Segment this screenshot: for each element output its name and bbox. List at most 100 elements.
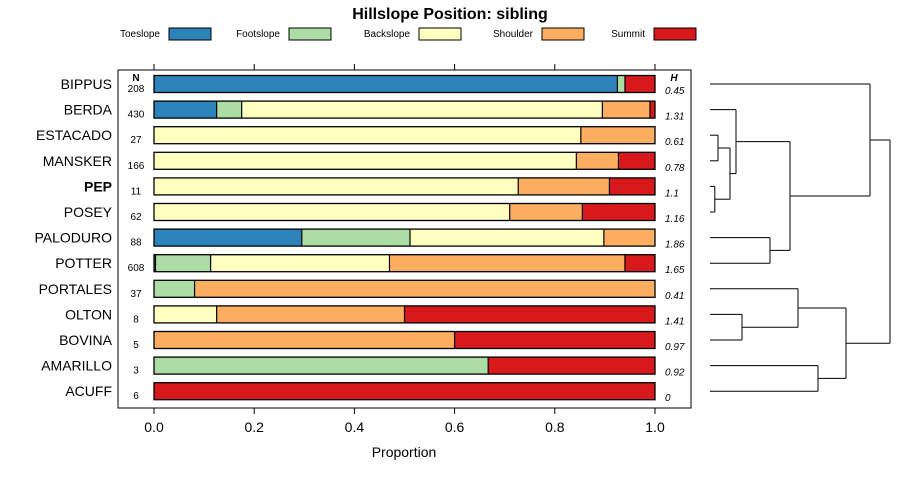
row-h-value: 0.78: [665, 163, 685, 174]
plot-frame: [117, 69, 692, 409]
row-h-value: 1.1: [665, 188, 679, 199]
row-n-value: 88: [130, 238, 142, 249]
bar-segment: [154, 331, 455, 349]
bar-outline: [153, 254, 656, 273]
bar-segment: [580, 126, 655, 144]
bar-segment: [603, 229, 655, 247]
dendrogram: [710, 83, 891, 392]
legend-label: Shoulder: [493, 29, 534, 40]
bar-segment: [454, 331, 655, 349]
legend-label: Footslope: [236, 29, 280, 40]
bar-segment: [301, 229, 411, 247]
bar-segment: [154, 177, 519, 195]
bar-outline: [153, 279, 656, 298]
x-axis: 0.0 0.2 0.4 0.6 0.8 1.0: [144, 408, 665, 435]
row-n-value: 8: [133, 314, 139, 325]
row-n-value: 430: [128, 110, 145, 121]
row-h-value: 0.97: [665, 342, 685, 353]
row-n-value: 62: [130, 212, 142, 223]
bar-segment: [154, 229, 302, 247]
bar-segment: [509, 203, 583, 221]
row-label: PEP: [84, 178, 112, 194]
bar-segment: [618, 152, 655, 170]
bar-segment: [389, 254, 625, 272]
bar-segment: [154, 101, 217, 119]
bar-segment: [154, 152, 577, 170]
row-n-value: 5: [133, 340, 139, 351]
bar-segment: [154, 254, 156, 272]
bar-segment: [154, 357, 489, 375]
bar-segment: [210, 254, 390, 272]
row-label: AMARILLO: [41, 358, 112, 374]
row-label: PORTALES: [39, 281, 112, 297]
bar-outline: [153, 100, 656, 119]
x-tick-label: 0.8: [545, 419, 565, 435]
bar-segment: [216, 101, 242, 119]
x-tick-label: 0.6: [445, 419, 465, 435]
bar-segment: [404, 305, 655, 323]
x-tick-label: 1.0: [645, 419, 665, 435]
x-tick-label: 0.0: [144, 419, 164, 435]
row-label: POTTER: [55, 255, 112, 271]
row-label: PALODURO: [34, 230, 112, 246]
row-label: MANSKER: [43, 153, 112, 169]
legend-swatch: [541, 27, 585, 41]
bar-segment: [154, 203, 510, 221]
row-h-value: 0.61: [665, 137, 684, 148]
legend-label: Toeslope: [120, 29, 160, 40]
row-h-value: 1.31: [665, 112, 684, 123]
legend-swatch: [418, 27, 462, 41]
bar-segment: [649, 101, 655, 119]
row-h-value: 0.41: [665, 291, 684, 302]
row-h-value: 0.92: [665, 368, 685, 379]
bar-rows: BIPPUS 208 0.45 BERDA 430 1.31 ESTACADO 27 0.61 M…: [34, 73, 684, 404]
bar-segment: [154, 280, 195, 298]
bar-segment: [154, 305, 217, 323]
row-n-value: 208: [128, 84, 145, 95]
bar-segment: [488, 357, 655, 375]
row-h-value: 1.86: [665, 240, 685, 251]
bar-outline: [153, 177, 656, 196]
bar-outline: [153, 356, 656, 375]
row-h-value: 0: [665, 393, 671, 404]
bar-segment: [410, 229, 604, 247]
row-h-value: 0.45: [665, 86, 685, 97]
top-axis-ticks: [153, 64, 656, 70]
row-label: ACUFF: [65, 383, 112, 399]
legend: Toeslope Footslope Backslope Shoulder Summit: [120, 27, 697, 41]
bar-outline: [153, 74, 656, 94]
row-h-value: 1.41: [665, 316, 684, 327]
row-n-value: 3: [133, 366, 139, 377]
bar-outline: [153, 126, 656, 145]
bar-segment: [617, 75, 625, 93]
bar-segment: [154, 75, 618, 93]
bar-outline: [153, 151, 656, 170]
bar-segment: [582, 203, 655, 221]
bar-segment: [241, 101, 603, 119]
bar-segment: [216, 305, 405, 323]
row-label: BOVINA: [59, 332, 113, 348]
bar-segment: [154, 382, 655, 400]
row-h-value: 1.65: [665, 265, 685, 276]
row-n-value: 6: [133, 391, 139, 402]
chart-title: Hillslope Position: sibling: [352, 6, 548, 23]
bar-segment: [155, 254, 211, 272]
row-n-value: 27: [130, 135, 142, 146]
x-tick-label: 0.2: [244, 419, 264, 435]
x-axis-label: Proportion: [372, 444, 437, 460]
x-tick-label: 0.4: [345, 419, 365, 435]
row-n-value: 37: [130, 289, 142, 300]
legend-label: Summit: [611, 29, 645, 40]
row-label: OLTON: [65, 306, 112, 322]
row-label: ESTACADO: [36, 127, 112, 143]
row-label: POSEY: [64, 204, 113, 220]
bar-outline: [153, 330, 656, 350]
row-n-value: 166: [128, 161, 145, 172]
bar-outline: [153, 382, 656, 401]
legend-swatch: [168, 27, 212, 41]
row-label: BIPPUS: [61, 76, 112, 92]
bar-segment: [624, 254, 655, 272]
row-h-value: 1.16: [665, 214, 685, 225]
